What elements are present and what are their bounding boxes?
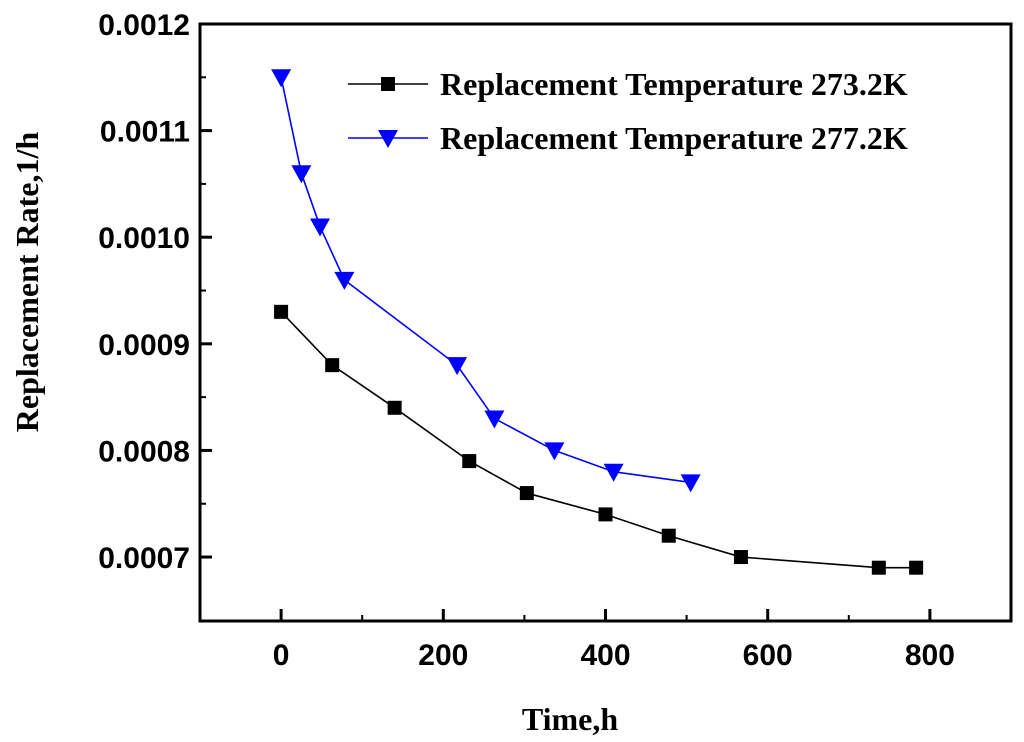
data-point: [271, 69, 292, 88]
data-point: [680, 474, 701, 493]
data-point: [334, 271, 355, 290]
y-tick-label: 0.0008: [98, 435, 190, 468]
plot-frame: [198, 22, 1013, 623]
data-point: [661, 528, 676, 543]
data-point: [291, 165, 312, 184]
data-point: [484, 410, 505, 429]
x-tick-label: 400: [580, 639, 630, 672]
y-axis: 0.0007 0.0008 0.0009 0.0010 0.0011 0.0012: [98, 9, 212, 575]
data-point: [310, 218, 331, 237]
series-1: [274, 304, 924, 575]
x-tick-label: 200: [418, 639, 468, 672]
data-point: [447, 357, 468, 376]
y-tick-label: 0.0007: [98, 542, 190, 575]
y-tick-label: 0.0010: [98, 222, 190, 255]
data-point: [544, 442, 565, 461]
series-2: [271, 69, 701, 493]
x-axis-title: Time,h: [522, 701, 619, 737]
legend-marker: [378, 130, 398, 148]
data-point: [387, 400, 402, 415]
legend-entry-1: Replacement Temperature 273.2K: [348, 66, 908, 102]
y-axis-title: Replacement Rate,1/h: [9, 132, 45, 433]
series-line: [280, 311, 917, 569]
y-tick-label: 0.0009: [98, 329, 190, 362]
x-axis: 0 200 400 600 800: [199, 609, 1012, 672]
data-point: [274, 304, 289, 319]
legend-label: Replacement Temperature 273.2K: [440, 66, 908, 102]
legend-label: Replacement Temperature 277.2K: [440, 120, 908, 156]
data-point: [733, 550, 748, 565]
legend: Replacement Temperature 273.2K Replacemen…: [348, 66, 908, 156]
legend-marker: [381, 77, 395, 91]
data-point: [519, 486, 534, 501]
data-point: [598, 507, 613, 522]
x-tick-label: 600: [743, 639, 793, 672]
x-tick-label: 800: [905, 639, 955, 672]
legend-entry-2: Replacement Temperature 277.2K: [348, 120, 908, 156]
y-tick-label: 0.0011: [100, 116, 190, 149]
data-point: [909, 560, 924, 575]
x-tick-label: 0: [273, 639, 290, 672]
data-point: [325, 358, 340, 373]
data-point: [603, 463, 624, 482]
series-layer: [271, 69, 924, 575]
data-point: [871, 560, 886, 575]
data-point: [462, 454, 477, 469]
y-tick-label: 0.0012: [98, 9, 190, 42]
